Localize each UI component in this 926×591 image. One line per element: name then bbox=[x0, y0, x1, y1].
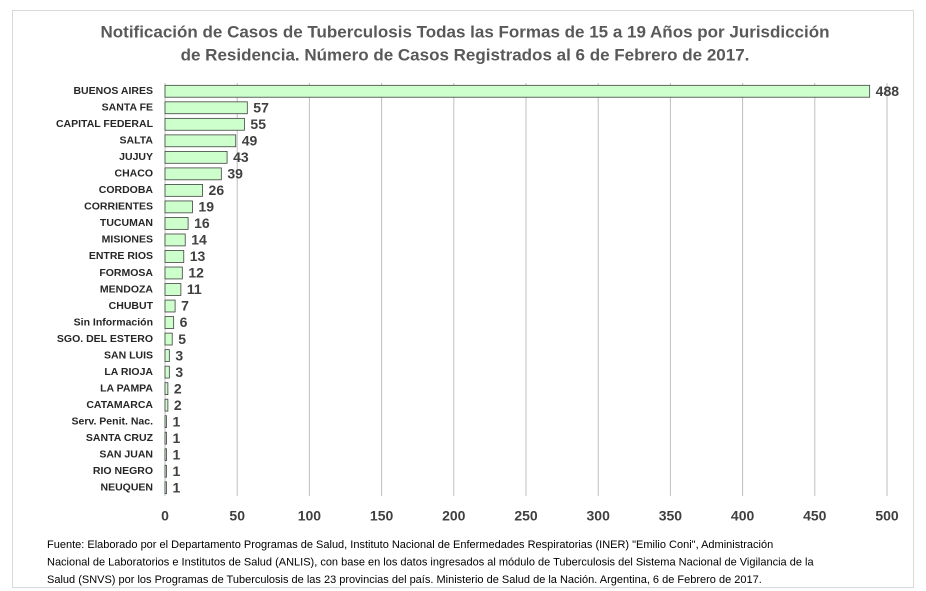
x-tick-label: 0 bbox=[161, 508, 169, 524]
value-label: 16 bbox=[194, 215, 210, 231]
value-label: 1 bbox=[172, 479, 180, 495]
category-label: TUCUMAN bbox=[100, 217, 153, 229]
bar bbox=[164, 448, 167, 462]
value-label: 1 bbox=[172, 413, 180, 429]
chart-title: Notificación de Casos de Tuberculosis To… bbox=[101, 22, 830, 41]
bar bbox=[164, 415, 167, 429]
value-label: 26 bbox=[209, 182, 225, 198]
category-label: CATAMARCA bbox=[86, 399, 153, 411]
value-label: 14 bbox=[191, 232, 207, 248]
bar bbox=[164, 184, 203, 197]
bar bbox=[164, 382, 169, 395]
value-label: 57 bbox=[253, 99, 269, 115]
bar bbox=[164, 134, 237, 148]
category-label: ENTRE RIOS bbox=[89, 250, 153, 262]
bar bbox=[164, 464, 167, 478]
bar bbox=[164, 167, 222, 181]
bar bbox=[164, 266, 183, 280]
value-label: 43 bbox=[233, 149, 249, 165]
value-label: 3 bbox=[175, 364, 183, 380]
chart-title: de Residencia. Número de Casos Registrad… bbox=[181, 45, 750, 64]
footnote: Nacional de Laboratorios e Institutos de… bbox=[47, 556, 814, 568]
bar bbox=[164, 250, 185, 263]
category-label: SGO. DEL ESTERO bbox=[57, 333, 153, 345]
value-label: 11 bbox=[187, 281, 202, 297]
x-tick-label: 400 bbox=[731, 508, 755, 524]
category-label: LA PAMPA bbox=[100, 382, 153, 394]
bar bbox=[164, 117, 245, 131]
x-tick-label: 150 bbox=[370, 508, 394, 524]
bar bbox=[164, 84, 871, 98]
category-label: CHUBUT bbox=[109, 300, 154, 312]
value-label: 49 bbox=[242, 133, 258, 149]
category-label: Serv. Penit. Nac. bbox=[71, 415, 153, 427]
x-tick-label: 250 bbox=[514, 508, 538, 524]
bar bbox=[164, 332, 173, 346]
x-tick-label: 300 bbox=[587, 508, 611, 524]
category-label: SANTA CRUZ bbox=[86, 432, 154, 444]
value-label: 12 bbox=[188, 265, 204, 281]
category-label: LA RIOJA bbox=[104, 366, 153, 378]
value-label: 2 bbox=[174, 380, 182, 396]
bar bbox=[164, 101, 248, 115]
value-label: 39 bbox=[227, 166, 243, 182]
category-label: FORMOSA bbox=[99, 267, 153, 279]
bar bbox=[164, 398, 169, 412]
value-label: 55 bbox=[250, 116, 266, 132]
value-label: 2 bbox=[174, 397, 182, 413]
category-label: NEUQUEN bbox=[100, 482, 153, 494]
bar bbox=[164, 349, 170, 362]
category-label: SANTA FE bbox=[102, 102, 153, 114]
category-label: CHACO bbox=[115, 168, 154, 180]
footnote: Fuente: Elaborado por el Departamento Pr… bbox=[47, 539, 773, 551]
category-label: CAPITAL FEDERAL bbox=[56, 118, 154, 130]
category-label: MISIONES bbox=[102, 234, 153, 246]
x-tick-label: 500 bbox=[875, 508, 899, 524]
category-label: SALTA bbox=[120, 135, 154, 147]
x-tick-label: 200 bbox=[442, 508, 466, 524]
bar bbox=[164, 150, 228, 164]
value-label: 19 bbox=[198, 199, 214, 215]
value-label: 1 bbox=[172, 446, 180, 462]
category-label: MENDOZA bbox=[100, 283, 153, 295]
category-label: RIO NEGRO bbox=[93, 465, 153, 477]
chart-border bbox=[12, 10, 914, 588]
bar bbox=[164, 233, 186, 247]
x-tick-label: 100 bbox=[298, 508, 322, 524]
value-label: 488 bbox=[876, 83, 900, 99]
category-label: CORRIENTES bbox=[84, 201, 153, 213]
value-label: 1 bbox=[172, 430, 180, 446]
x-tick-label: 50 bbox=[229, 508, 245, 524]
bar bbox=[164, 365, 170, 379]
x-tick-label: 450 bbox=[803, 508, 827, 524]
category-label: BUENOS AIRES bbox=[73, 85, 153, 97]
x-tick-label: 350 bbox=[659, 508, 683, 524]
category-label: SAN LUIS bbox=[104, 349, 153, 361]
value-label: 1 bbox=[172, 463, 180, 479]
category-label: JUJUY bbox=[119, 151, 153, 163]
bar bbox=[164, 299, 176, 313]
category-label: Sin Información bbox=[74, 316, 153, 328]
bar bbox=[164, 481, 167, 495]
bar bbox=[164, 431, 167, 445]
bar bbox=[164, 200, 193, 214]
bar bbox=[164, 283, 182, 296]
bar bbox=[164, 316, 175, 329]
value-label: 13 bbox=[190, 248, 206, 264]
category-label: CORDOBA bbox=[99, 184, 154, 196]
value-label: 5 bbox=[178, 331, 186, 347]
category-label: SAN JUAN bbox=[99, 448, 153, 460]
value-label: 7 bbox=[181, 298, 189, 314]
value-label: 6 bbox=[180, 314, 188, 330]
bar bbox=[164, 217, 189, 230]
footnote: Salud (SNVS) por los Programas de Tuberc… bbox=[47, 574, 762, 586]
value-label: 3 bbox=[175, 347, 183, 363]
